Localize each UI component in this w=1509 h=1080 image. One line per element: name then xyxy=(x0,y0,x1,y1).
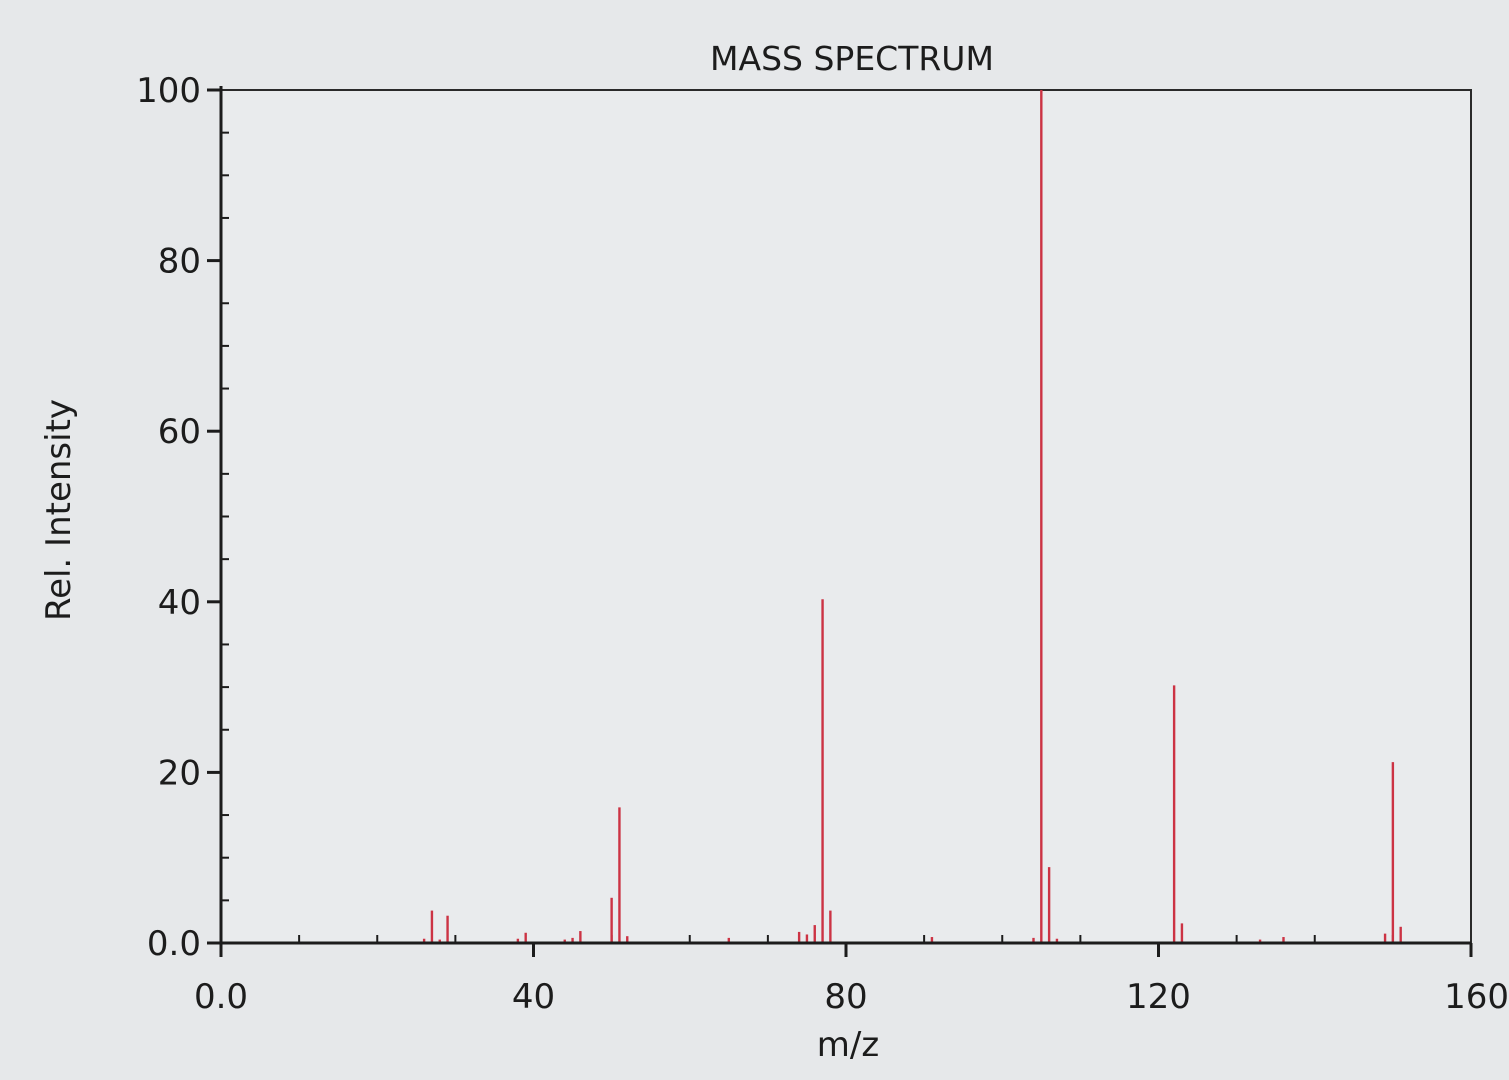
y-tick-label: 60 xyxy=(158,412,201,452)
plot-area xyxy=(220,89,1472,944)
x-tick-label: 120 xyxy=(1126,977,1191,1017)
y-tick-label: 100 xyxy=(136,71,201,111)
y-tick-label: 20 xyxy=(158,753,201,793)
x-tick-label: 80 xyxy=(824,977,867,1017)
chart-title: MASS SPECTRUM xyxy=(710,39,994,78)
spectrum-peaks xyxy=(422,90,1402,943)
x-tick-label: 160 xyxy=(1444,977,1509,1017)
y-tick-label: 40 xyxy=(158,583,201,623)
x-axis-title: m/z xyxy=(817,1025,879,1065)
y-axis-ticks: 0.0 20 40 60 80 100 xyxy=(136,71,221,964)
x-tick-label: 40 xyxy=(512,977,555,1017)
x-axis-ticks: 0.0 40 80 120 160 xyxy=(194,943,1509,1017)
y-axis-title: Rel. Intensity xyxy=(39,399,79,621)
y-tick-label: 80 xyxy=(158,242,201,282)
x-tick-label: 0.0 xyxy=(194,977,248,1017)
y-tick-label: 0.0 xyxy=(147,924,201,964)
